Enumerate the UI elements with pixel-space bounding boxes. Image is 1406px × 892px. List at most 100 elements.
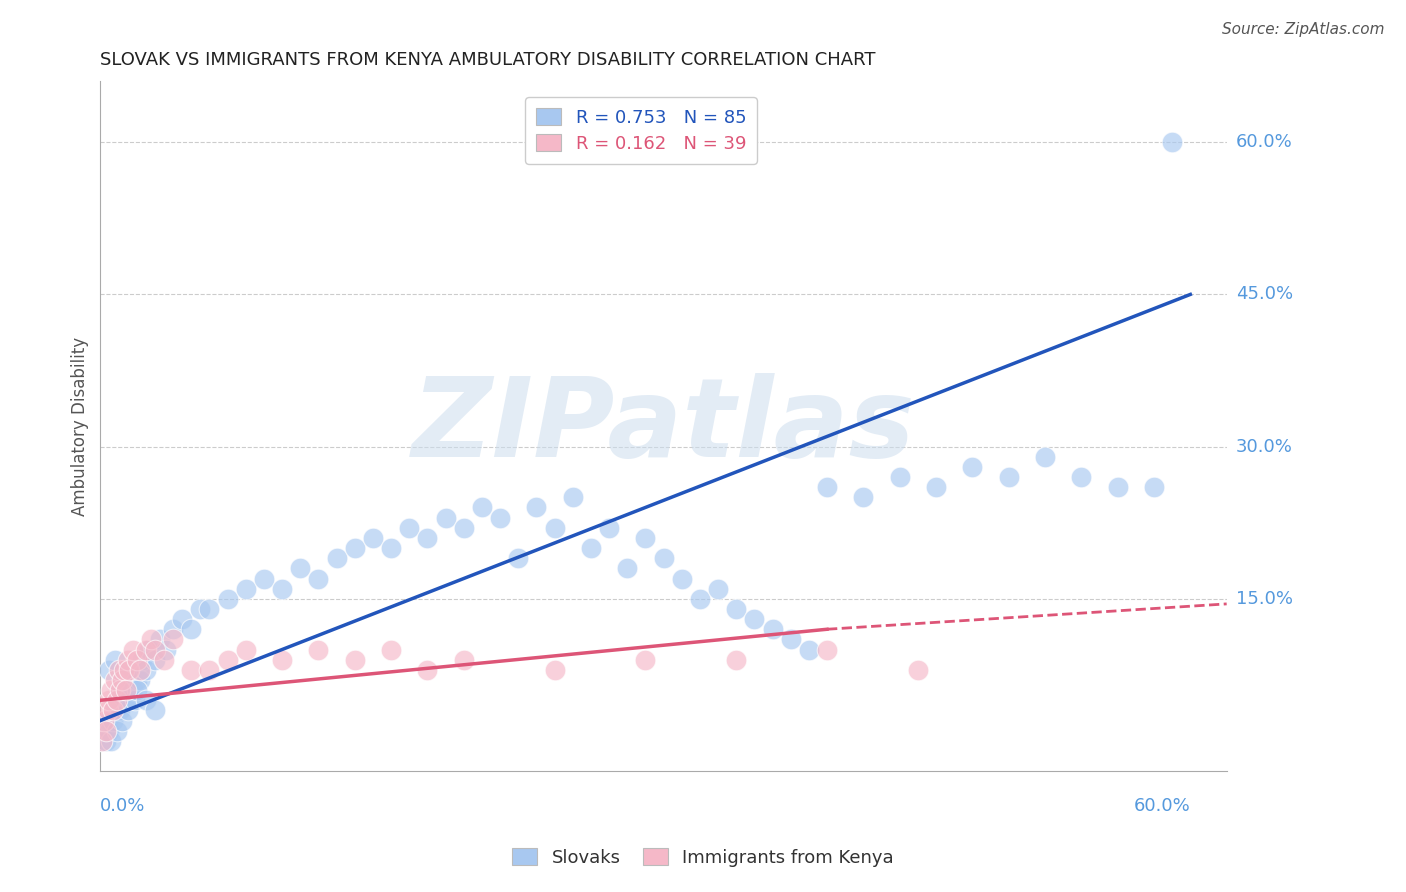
Point <box>91 734 114 748</box>
Point <box>135 663 157 677</box>
Point <box>634 531 657 545</box>
Point <box>138 642 160 657</box>
Point <box>129 673 152 687</box>
Point <box>1161 135 1184 149</box>
Point <box>290 561 312 575</box>
Point <box>671 572 693 586</box>
Point <box>889 470 911 484</box>
Point <box>135 642 157 657</box>
Point <box>104 673 127 687</box>
Point <box>143 653 166 667</box>
Point <box>616 561 638 575</box>
Point <box>100 683 122 698</box>
Point <box>112 693 135 707</box>
Point <box>1143 480 1166 494</box>
Text: 60.0%: 60.0% <box>1133 797 1191 814</box>
Point <box>361 531 384 545</box>
Point <box>120 673 142 687</box>
Point <box>111 714 134 728</box>
Point <box>101 714 124 728</box>
Point <box>217 591 239 606</box>
Y-axis label: Ambulatory Disability: Ambulatory Disability <box>72 337 89 516</box>
Point <box>198 602 221 616</box>
Point <box>489 510 512 524</box>
Point <box>141 632 163 647</box>
Point <box>135 693 157 707</box>
Point <box>110 683 132 698</box>
Point <box>543 521 565 535</box>
Point <box>122 683 145 698</box>
Point <box>416 531 439 545</box>
Point <box>93 714 115 728</box>
Point <box>110 703 132 717</box>
Point <box>125 653 148 667</box>
Point <box>579 541 602 555</box>
Point <box>101 703 124 717</box>
Point <box>107 693 129 707</box>
Point <box>380 541 402 555</box>
Point <box>271 653 294 667</box>
Point <box>125 673 148 687</box>
Point <box>125 683 148 698</box>
Point <box>508 551 530 566</box>
Point <box>97 714 120 728</box>
Point <box>188 602 211 616</box>
Text: 60.0%: 60.0% <box>1236 133 1292 152</box>
Point <box>129 663 152 677</box>
Point <box>524 500 547 515</box>
Point <box>471 500 494 515</box>
Point <box>307 572 329 586</box>
Point <box>122 642 145 657</box>
Text: ZIPatlas: ZIPatlas <box>412 373 915 480</box>
Point <box>105 693 128 707</box>
Point <box>97 703 120 717</box>
Point <box>598 521 620 535</box>
Point <box>118 663 141 677</box>
Text: 45.0%: 45.0% <box>1236 285 1294 303</box>
Point <box>98 663 121 677</box>
Point <box>307 642 329 657</box>
Point <box>162 622 184 636</box>
Text: SLOVAK VS IMMIGRANTS FROM KENYA AMBULATORY DISABILITY CORRELATION CHART: SLOVAK VS IMMIGRANTS FROM KENYA AMBULATO… <box>100 51 876 69</box>
Point <box>107 663 129 677</box>
Point <box>997 470 1019 484</box>
Point <box>253 572 276 586</box>
Point <box>271 582 294 596</box>
Point <box>117 703 139 717</box>
Point <box>155 642 177 657</box>
Point <box>852 491 875 505</box>
Point <box>100 734 122 748</box>
Point <box>343 653 366 667</box>
Point <box>98 693 121 707</box>
Point <box>198 663 221 677</box>
Point <box>172 612 194 626</box>
Point <box>98 723 121 738</box>
Text: Source: ZipAtlas.com: Source: ZipAtlas.com <box>1222 22 1385 37</box>
Point <box>105 723 128 738</box>
Point <box>94 734 117 748</box>
Point <box>104 703 127 717</box>
Point <box>1033 450 1056 464</box>
Point <box>107 683 129 698</box>
Point <box>149 632 172 647</box>
Point <box>761 622 783 636</box>
Point <box>434 510 457 524</box>
Text: 0.0%: 0.0% <box>100 797 146 814</box>
Point <box>128 663 150 677</box>
Point <box>797 642 820 657</box>
Point <box>111 673 134 687</box>
Point <box>815 480 838 494</box>
Point <box>91 734 114 748</box>
Point <box>117 653 139 667</box>
Point <box>114 683 136 698</box>
Point <box>561 491 583 505</box>
Text: 15.0%: 15.0% <box>1236 590 1292 607</box>
Point <box>453 521 475 535</box>
Point <box>217 653 239 667</box>
Text: 30.0%: 30.0% <box>1236 438 1292 456</box>
Point <box>93 723 115 738</box>
Point <box>779 632 801 647</box>
Point <box>162 632 184 647</box>
Point <box>343 541 366 555</box>
Point <box>111 673 134 687</box>
